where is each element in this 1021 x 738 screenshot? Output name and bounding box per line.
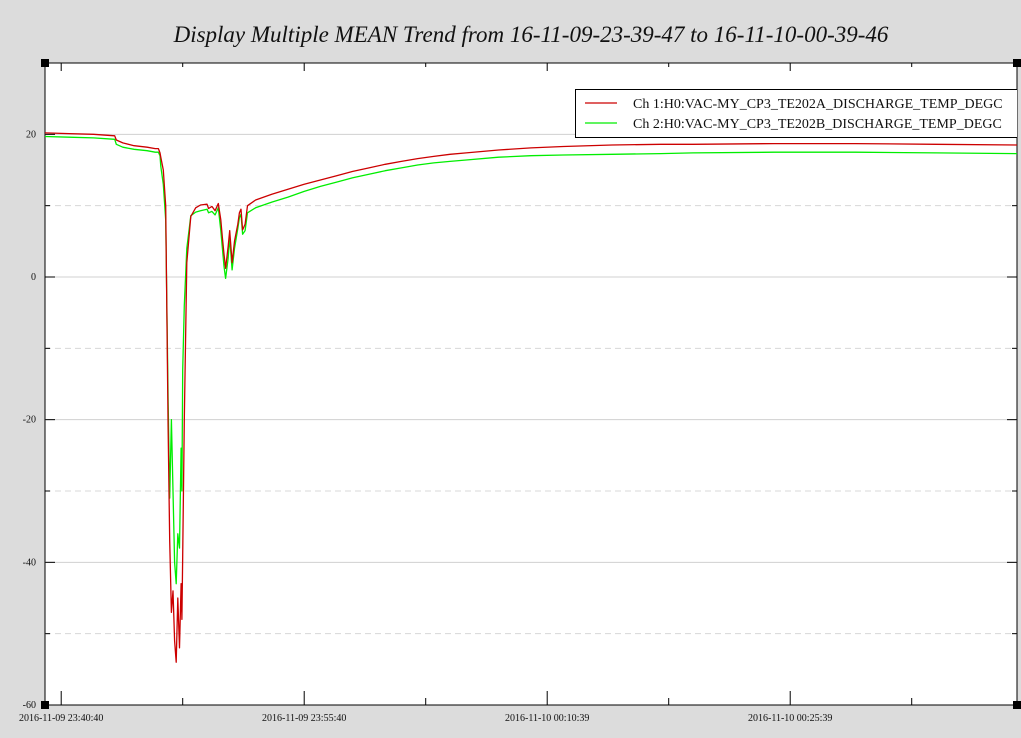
series-line-ch1 <box>44 132 1018 663</box>
legend-label-ch2: Ch 2:H0:VAC-MY_CP3_TE202B_DISCHARGE_TEMP… <box>633 117 1002 132</box>
legend-label-ch1: Ch 1:H0:VAC-MY_CP3_TE202A_DISCHARGE_TEMP… <box>633 97 1003 112</box>
chart-title: Display Multiple MEAN Trend from 16-11-0… <box>173 22 889 47</box>
series-line-ch2 <box>44 135 1018 585</box>
x-tick-label: 2016-11-10 00:10:39 <box>505 713 589 724</box>
x-tick-label: 2016-11-09 23:40:40 <box>19 713 103 724</box>
grid <box>45 133 1017 635</box>
y-tick-label: -20 <box>23 415 36 426</box>
corner-handle-top-right[interactable] <box>1013 59 1021 67</box>
legend-box <box>575 89 1017 138</box>
corner-handle-top-left[interactable] <box>41 59 49 67</box>
y-tick-label: 20 <box>26 129 36 140</box>
legend[interactable]: Ch 1:H0:VAC-MY_CP3_TE202A_DISCHARGE_TEMP… <box>575 89 1021 138</box>
y-tick-label: -60 <box>23 700 36 711</box>
corner-handle-bottom-right[interactable] <box>1013 701 1021 709</box>
corner-handle-bottom-left[interactable] <box>41 701 49 709</box>
axes: 20 0 -20 -40 -60 2016-11-09 23:40:40 2016-11-0… <box>19 63 1017 724</box>
y-tick-label: -40 <box>23 557 36 568</box>
x-tick-label: 2016-11-09 23:55:40 <box>262 713 346 724</box>
y-tick-label: 0 <box>31 272 36 283</box>
plot-area[interactable] <box>44 62 1018 706</box>
x-tick-label: 2016-11-10 00:25:39 <box>748 713 832 724</box>
series-layer <box>44 132 1018 663</box>
